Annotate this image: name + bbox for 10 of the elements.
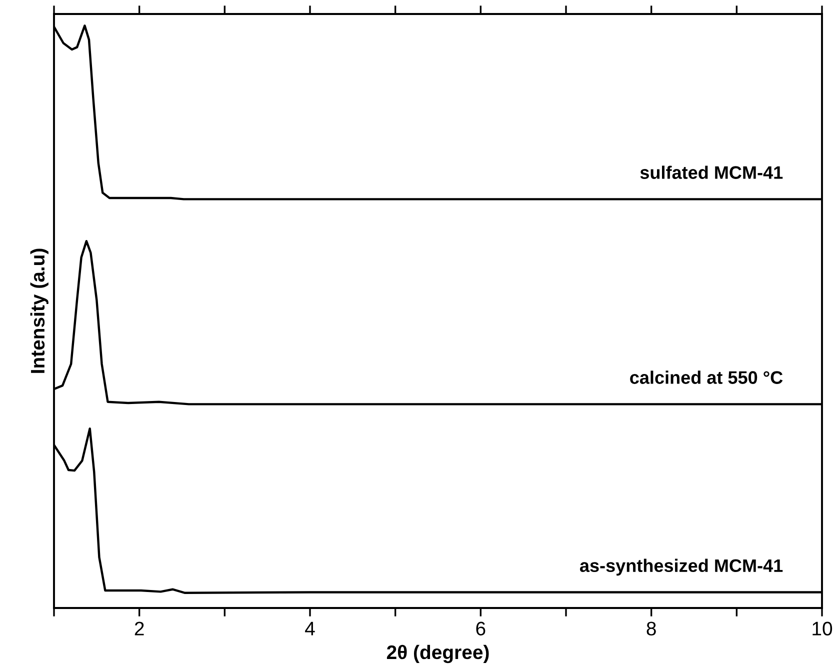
x-tick-label: 6 <box>476 622 486 636</box>
x-tick-label: 4 <box>305 622 315 636</box>
series-label: as-synthesized MCM-41 <box>580 558 783 576</box>
series-label: sulfated MCM-41 <box>640 166 783 179</box>
x-tick-label: 2 <box>134 622 144 636</box>
x-tick-label: 10 <box>812 622 832 636</box>
y-axis-title: Intensity (a.u) <box>30 248 48 373</box>
series-label: calcined at 550 °C <box>630 370 783 384</box>
x-tick-label: 8 <box>646 622 656 636</box>
x-axis-title: 2θ (degree) <box>386 644 489 664</box>
